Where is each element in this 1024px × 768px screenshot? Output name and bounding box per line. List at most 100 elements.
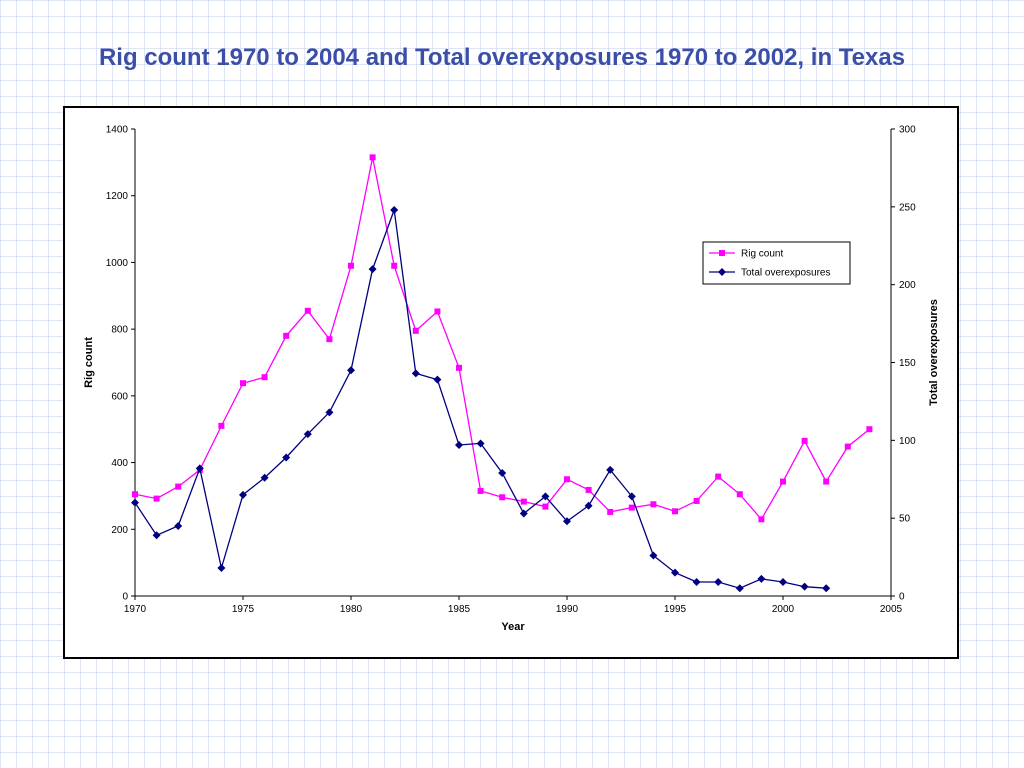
overexposures-point bbox=[390, 205, 399, 214]
overexposures-point bbox=[174, 521, 183, 530]
y2-tick-label: 150 bbox=[899, 358, 916, 369]
rig-count-point bbox=[477, 487, 484, 494]
rig-count-point bbox=[607, 508, 614, 515]
rig-count-point bbox=[520, 498, 527, 505]
legend: Rig count Total overexposures bbox=[702, 241, 851, 285]
y2-axis-title: Total overexposures bbox=[928, 299, 940, 406]
overexposures-point bbox=[541, 492, 550, 501]
chart-frame: 0 200 400 600 800 1000 1200 1400 0 50 100 150 200 250… bbox=[63, 106, 959, 659]
rig-count-point bbox=[456, 364, 462, 371]
y-tick-label: 0 bbox=[122, 592, 128, 603]
rig-count-point bbox=[736, 491, 743, 498]
axes: 0 200 400 600 800 1000 1200 1400 0 50 100 150 200 250… bbox=[106, 125, 916, 616]
overexposures-point bbox=[822, 584, 831, 593]
rig-count-point bbox=[542, 503, 549, 510]
rig-count-point bbox=[283, 332, 290, 339]
rig-count-point bbox=[801, 437, 808, 444]
y-tick-label: 1000 bbox=[106, 258, 129, 269]
rig-count-point bbox=[391, 262, 398, 269]
rig-count-point bbox=[261, 374, 268, 381]
rig-count-point bbox=[585, 486, 592, 493]
y2-tick-label: 50 bbox=[899, 514, 911, 525]
y-axis-title: Rig count bbox=[83, 337, 95, 388]
legend-label: Rig count bbox=[741, 249, 783, 260]
y2-tick-label: 200 bbox=[899, 280, 916, 291]
rig-count-point bbox=[153, 495, 160, 502]
overexposures-point bbox=[671, 568, 679, 577]
overexposures-point bbox=[325, 408, 334, 417]
overexposures-point bbox=[433, 375, 442, 384]
rig-count-point bbox=[628, 504, 635, 511]
overexposures-point bbox=[606, 465, 615, 474]
rig-count-point bbox=[218, 422, 225, 429]
rig-count-point bbox=[132, 491, 138, 498]
rig-count-point bbox=[844, 443, 851, 450]
y-tick-label: 400 bbox=[111, 458, 128, 469]
y-tick-label: 1400 bbox=[106, 125, 129, 136]
y-tick-label: 200 bbox=[111, 525, 128, 536]
rig-count-point bbox=[369, 154, 376, 161]
overexposures-point bbox=[519, 509, 528, 518]
overexposures-point bbox=[584, 501, 593, 510]
x-tick-label: 1990 bbox=[556, 604, 579, 615]
rig-count-point bbox=[780, 478, 786, 485]
rig-count-point bbox=[693, 497, 700, 504]
x-tick-label: 1970 bbox=[124, 604, 147, 615]
rig-count-point bbox=[672, 508, 678, 515]
x-tick-label: 2000 bbox=[772, 604, 795, 615]
y-tick-label: 600 bbox=[111, 391, 128, 402]
legend-box bbox=[702, 241, 851, 285]
rig-count-line bbox=[134, 157, 870, 521]
overexposures-point bbox=[152, 531, 161, 540]
overexposures-point bbox=[627, 492, 636, 501]
overexposures-point bbox=[649, 551, 658, 560]
x-tick-label: 1975 bbox=[232, 604, 255, 615]
overexposures-point bbox=[368, 265, 377, 274]
rig-count-point bbox=[758, 516, 765, 523]
y2-tick-label: 100 bbox=[899, 436, 916, 447]
overexposures-point bbox=[260, 473, 269, 482]
overexposures-point bbox=[779, 577, 787, 586]
overexposures-point bbox=[455, 441, 463, 450]
series-layer bbox=[131, 154, 873, 593]
overexposures-point bbox=[757, 574, 766, 583]
overexposures-point bbox=[131, 498, 139, 507]
rig-count-point bbox=[348, 262, 354, 269]
overexposures-point bbox=[239, 490, 247, 499]
rig-count-point bbox=[434, 308, 441, 315]
overexposures-point bbox=[217, 563, 226, 572]
rig-count-point bbox=[499, 494, 506, 501]
rig-count-point bbox=[715, 473, 722, 480]
x-tick-label: 1985 bbox=[448, 604, 471, 615]
overexposures-point bbox=[692, 577, 701, 586]
overexposures-point bbox=[714, 577, 723, 586]
x-tick-label: 1980 bbox=[340, 604, 363, 615]
rig-count-point bbox=[304, 307, 311, 314]
overexposures-point bbox=[347, 366, 355, 375]
rig-count-point bbox=[326, 336, 333, 343]
legend-label: Total overexposures bbox=[741, 268, 831, 279]
rig-count-point bbox=[866, 426, 873, 433]
overexposures-point bbox=[282, 453, 291, 462]
overexposures-point bbox=[563, 517, 571, 526]
y2-tick-label: 0 bbox=[899, 592, 905, 603]
overexposures-point bbox=[476, 439, 485, 448]
slide-title: Rig count 1970 to 2004 and Total overexp… bbox=[98, 44, 906, 71]
x-axis-title: Year bbox=[501, 621, 525, 633]
y-tick-label: 800 bbox=[111, 325, 128, 336]
rig-count-point bbox=[823, 478, 830, 485]
overexposures-point bbox=[498, 469, 507, 478]
rig-count-point bbox=[240, 380, 246, 387]
y2-tick-label: 300 bbox=[899, 125, 916, 136]
legend-marker-diamond bbox=[718, 268, 726, 276]
overexposures-point bbox=[735, 584, 744, 593]
rig-count-point bbox=[564, 476, 570, 483]
overexposures-point bbox=[411, 369, 420, 378]
overexposures-point bbox=[303, 430, 312, 439]
rig-count-point bbox=[650, 501, 657, 508]
y-tick-label: 1200 bbox=[106, 191, 129, 202]
x-tick-label: 1995 bbox=[664, 604, 687, 615]
y2-tick-label: 250 bbox=[899, 202, 916, 213]
chart: 0 200 400 600 800 1000 1200 1400 0 50 100 150 200 250… bbox=[83, 125, 940, 634]
x-tick-label: 2005 bbox=[880, 604, 903, 615]
